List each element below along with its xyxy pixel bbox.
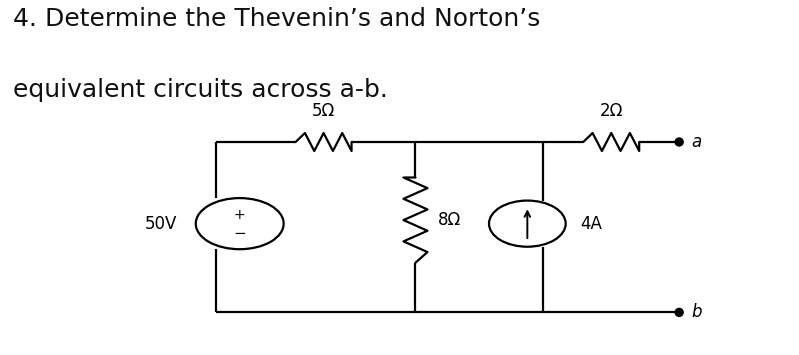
Circle shape <box>675 138 683 146</box>
Text: 2Ω: 2Ω <box>599 102 623 120</box>
Text: 4. Determine the Thevenin’s and Norton’s: 4. Determine the Thevenin’s and Norton’s <box>13 7 540 31</box>
Text: 4A: 4A <box>581 215 602 233</box>
Text: b: b <box>691 304 702 321</box>
Text: 5Ω: 5Ω <box>312 102 336 120</box>
Text: equivalent circuits across a-b.: equivalent circuits across a-b. <box>13 78 388 102</box>
Circle shape <box>675 308 683 316</box>
Text: a: a <box>691 133 702 151</box>
Text: −: − <box>233 226 246 241</box>
Text: 50V: 50V <box>145 215 177 233</box>
Text: 8Ω: 8Ω <box>438 211 461 229</box>
Text: +: + <box>234 208 245 222</box>
